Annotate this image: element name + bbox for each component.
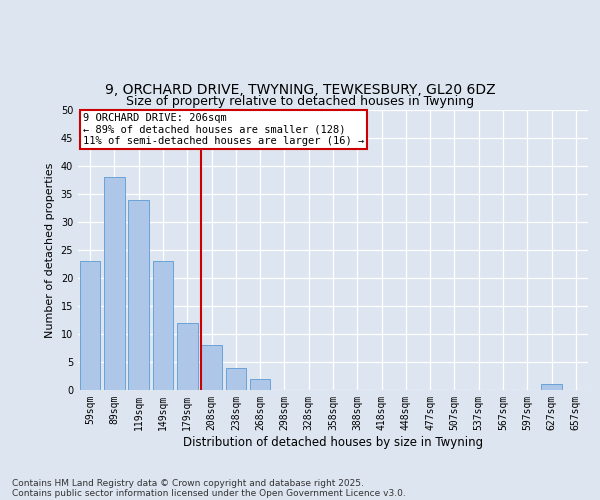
- Text: 9, ORCHARD DRIVE, TWYNING, TEWKESBURY, GL20 6DZ: 9, ORCHARD DRIVE, TWYNING, TEWKESBURY, G…: [104, 84, 496, 98]
- Bar: [104, 177, 125, 390]
- Bar: [250, 379, 271, 390]
- Bar: [152, 261, 173, 390]
- Text: 9 ORCHARD DRIVE: 206sqm
← 89% of detached houses are smaller (128)
11% of semi-d: 9 ORCHARD DRIVE: 206sqm ← 89% of detache…: [83, 113, 364, 146]
- Bar: [80, 261, 100, 390]
- Bar: [201, 345, 222, 390]
- Y-axis label: Number of detached properties: Number of detached properties: [45, 162, 55, 338]
- Bar: [226, 368, 246, 390]
- Text: Size of property relative to detached houses in Twyning: Size of property relative to detached ho…: [126, 94, 474, 108]
- X-axis label: Distribution of detached houses by size in Twyning: Distribution of detached houses by size …: [183, 436, 483, 448]
- Text: Contains public sector information licensed under the Open Government Licence v3: Contains public sector information licen…: [12, 488, 406, 498]
- Bar: [128, 200, 149, 390]
- Bar: [177, 323, 197, 390]
- Bar: [541, 384, 562, 390]
- Text: Contains HM Land Registry data © Crown copyright and database right 2025.: Contains HM Land Registry data © Crown c…: [12, 478, 364, 488]
